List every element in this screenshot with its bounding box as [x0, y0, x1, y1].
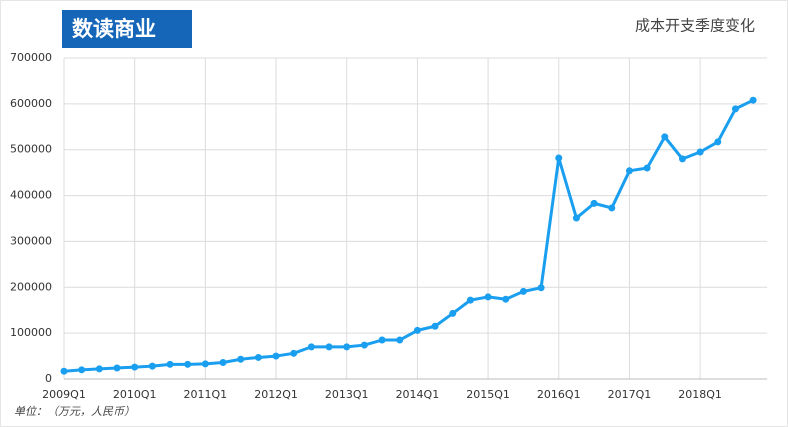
point — [590, 199, 598, 207]
point — [484, 293, 492, 301]
point — [625, 167, 633, 175]
point — [555, 154, 563, 162]
point — [254, 353, 262, 361]
point — [290, 349, 298, 357]
point — [184, 360, 192, 368]
y-tick-label: 500000 — [10, 143, 52, 156]
unit-note: 单位：（万元，人民币） — [14, 405, 135, 418]
x-tick-label: 2017Q1 — [608, 388, 652, 401]
line — [63, 98, 754, 373]
point — [360, 341, 368, 349]
point — [325, 343, 333, 351]
x-tick-label: 2018Q1 — [678, 388, 722, 401]
point — [166, 360, 174, 368]
y-tick-label: 300000 — [10, 234, 52, 247]
point — [696, 148, 704, 156]
point — [78, 366, 86, 374]
point — [519, 287, 527, 295]
point — [131, 363, 139, 371]
x-tick-label: 2011Q1 — [184, 388, 228, 401]
y-tick-label: 100000 — [10, 326, 52, 339]
point — [572, 214, 580, 222]
x-tick-label: 2010Q1 — [113, 388, 157, 401]
point — [95, 365, 103, 373]
point — [201, 360, 209, 368]
y-tick-label: 400000 — [10, 189, 52, 202]
y-tick-label: 600000 — [10, 97, 52, 110]
y-tick-label: 0 — [45, 372, 52, 385]
point — [661, 133, 669, 141]
point — [502, 295, 510, 303]
point — [272, 352, 280, 360]
point — [537, 284, 545, 292]
y-tick-label: 700000 — [10, 51, 52, 64]
point — [643, 164, 651, 172]
point — [307, 343, 315, 351]
point — [749, 96, 757, 104]
point — [731, 105, 739, 113]
logo: 数读商业 — [72, 17, 156, 41]
point — [237, 355, 245, 363]
point — [714, 138, 722, 146]
x-tick-label: 2009Q1 — [42, 388, 86, 401]
point — [219, 358, 227, 366]
point — [343, 343, 351, 351]
x-tick-label: 2013Q1 — [325, 388, 369, 401]
point — [378, 336, 386, 344]
point — [678, 155, 686, 163]
point — [113, 364, 121, 372]
point — [466, 296, 474, 304]
point — [60, 367, 68, 375]
y-tick-label: 200000 — [10, 280, 52, 293]
logo-box — [62, 10, 192, 48]
x-tick-label: 2012Q1 — [254, 388, 298, 401]
point — [608, 204, 616, 212]
x-tick-label: 2015Q1 — [466, 388, 510, 401]
point — [413, 326, 421, 334]
x-tick-label: 2014Q1 — [396, 388, 440, 401]
point — [431, 322, 439, 330]
point — [396, 336, 404, 344]
point — [449, 309, 457, 317]
point — [148, 362, 156, 370]
chart-title: 成本开支季度变化 — [635, 17, 755, 35]
x-tick-label: 2016Q1 — [537, 388, 581, 401]
